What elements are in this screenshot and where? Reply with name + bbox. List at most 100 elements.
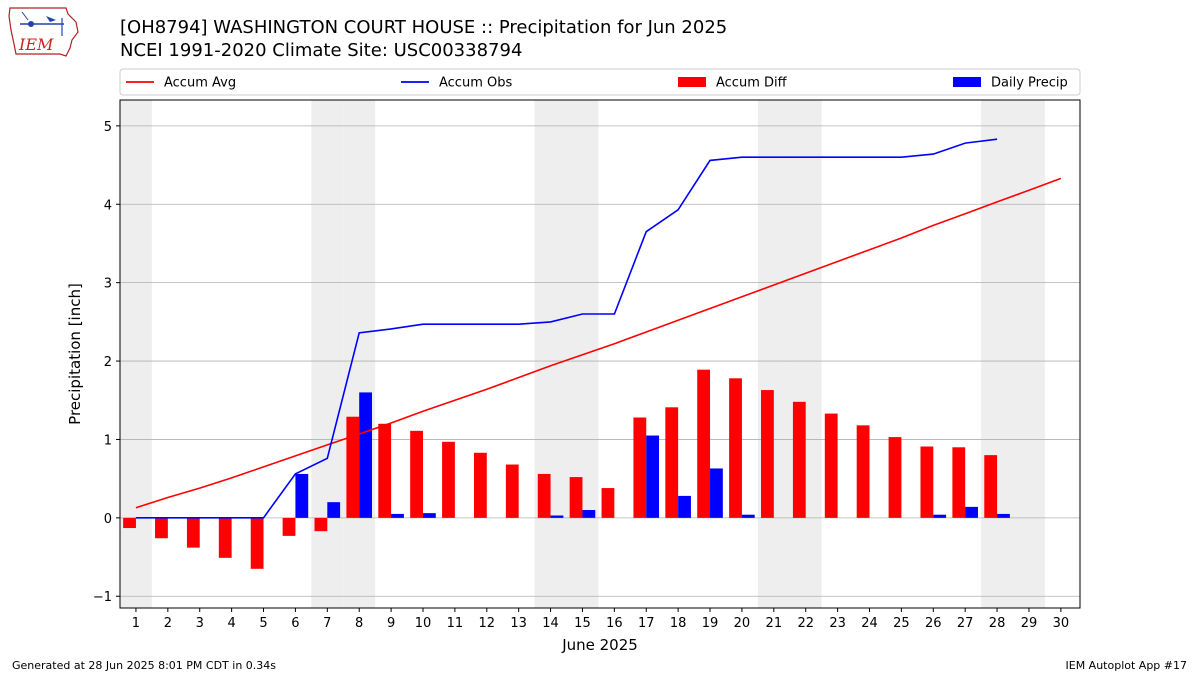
plot-border	[119, 99, 1081, 609]
logo-text: IEM	[18, 35, 54, 54]
x-tick-label-26: 26	[925, 616, 942, 631]
legend-swatch-accum-diff	[678, 77, 706, 87]
x-tick-label-14: 14	[542, 616, 559, 631]
daily-precip-bar-day-10	[422, 513, 436, 518]
iowa-outline-icon	[8, 7, 79, 57]
accum-diff-bar-day-6	[282, 517, 296, 536]
x-tick-label-5: 5	[259, 616, 267, 631]
lines	[135, 138, 1062, 519]
legend-label-daily-precip: Daily Precip	[991, 76, 1068, 91]
accum-obs-line	[135, 138, 998, 519]
x-tick-label-2: 2	[164, 616, 172, 631]
x-tick-label-27: 27	[957, 616, 974, 631]
daily-precip-bar-day-8	[359, 392, 373, 518]
accum-diff-bar-day-2	[155, 517, 168, 539]
accum-diff-bar-day-15	[569, 477, 583, 518]
accum-diff-bar-day-5	[250, 517, 264, 569]
x-tick-label-6: 6	[291, 616, 299, 631]
x-tick-label-23: 23	[829, 616, 846, 631]
weekend-band-day-14	[534, 100, 567, 608]
daily-precip-bar-day-19	[710, 468, 723, 518]
x-tick-label-12: 12	[479, 616, 496, 631]
accum-diff-bar-day-19	[697, 369, 711, 518]
weekend-band-day-7	[311, 100, 344, 608]
plot-frame	[119, 99, 1081, 609]
chart-subtitle: NCEI 1991-2020 Climate Site: USC00338794	[120, 40, 523, 61]
legend-swatch-daily-precip	[953, 77, 981, 87]
legend-label-accum-diff: Accum Diff	[716, 76, 788, 91]
accum-diff-bar-day-27	[952, 447, 966, 518]
accum-diff-bar-day-8	[346, 416, 360, 518]
accum-diff-bar-day-3	[186, 517, 200, 548]
weekend-band-day-22	[789, 100, 822, 608]
weekend-band-day-28	[981, 100, 1014, 608]
accum-diff-bar-day-12	[473, 452, 487, 518]
daily-precip-bar-day-20	[741, 514, 755, 518]
accum-diff-bar-day-23	[824, 413, 838, 518]
accum-diff-bar-day-4	[218, 517, 232, 558]
daily-precip-bar-day-17	[646, 435, 660, 518]
x-tick-label-11: 11	[447, 616, 464, 631]
x-tick-label-3: 3	[196, 616, 204, 631]
y-tick-label-0: 0	[104, 512, 112, 527]
accum-diff-bar-day-10	[410, 430, 423, 518]
accum-diff-bar-day-24	[856, 425, 870, 518]
x-tick-label-4: 4	[227, 616, 235, 631]
accum-diff-bar-day-18	[665, 407, 679, 518]
accum-diff-bar-day-20	[729, 378, 742, 518]
accum-diff-bar-day-28	[984, 455, 998, 518]
x-tick-label-20: 20	[734, 616, 751, 631]
weekend-band-day-29	[1013, 100, 1045, 608]
x-tick-label-30: 30	[1053, 616, 1070, 631]
legend-box	[119, 68, 1081, 96]
x-tick-label-15: 15	[574, 616, 591, 631]
x-tick-label-24: 24	[861, 616, 878, 631]
accum-diff-bar-day-7	[314, 517, 328, 532]
accum-diff-bar-day-16	[601, 488, 615, 518]
x-tick-label-7: 7	[323, 616, 331, 631]
chart-title: [OH8794] WASHINGTON COURT HOUSE :: Preci…	[120, 17, 728, 38]
accum-diff-bar-day-13	[505, 464, 519, 518]
accum-diff-bar-day-26	[920, 446, 934, 518]
y-axis-label: Precipitation [inch]	[66, 283, 84, 425]
daily-precip-bar-day-18	[678, 495, 691, 518]
x-tick-label-19: 19	[702, 616, 719, 631]
legend-label-accum-avg: Accum Avg	[164, 76, 236, 91]
weekend-band-day-21	[757, 100, 790, 608]
daily-precip-bar-day-9	[391, 513, 404, 518]
daily-precip-bar-day-28	[997, 513, 1010, 518]
accum-avg-line	[135, 177, 1062, 509]
y-tick-label-5: 5	[104, 120, 112, 135]
weekend-band-day-8	[343, 100, 376, 608]
app-credit: IEM Autoplot App #17	[1065, 659, 1188, 672]
accum-diff-bar-day-9	[378, 423, 392, 518]
x-tick-label-17: 17	[638, 616, 655, 631]
generated-timestamp: Generated at 28 Jun 2025 8:01 PM CDT in …	[12, 659, 277, 672]
x-tick-label-18: 18	[670, 616, 687, 631]
daily-precip-bar-day-14	[550, 515, 564, 518]
accum-diff-bar-day-11	[442, 441, 455, 518]
daily-precip-bar-day-27	[965, 506, 978, 518]
x-tick-label-21: 21	[766, 616, 783, 631]
x-tick-label-16: 16	[606, 616, 623, 631]
accum-diff-bar-day-21	[761, 390, 774, 518]
weekend-band-day-1	[120, 100, 152, 608]
accum-diff-bar-day-22	[792, 401, 806, 518]
x-tick-label-8: 8	[355, 616, 363, 631]
iem-logo: IEM	[6, 4, 82, 64]
plot-area	[120, 100, 1080, 608]
daily-precip-bar-day-7	[327, 502, 341, 518]
daily-precip-bar-day-15	[582, 510, 596, 518]
daily-precip-bar-day-26	[933, 514, 947, 518]
x-tick-label-22: 22	[797, 616, 814, 631]
x-tick-label-1: 1	[132, 616, 140, 631]
y-tick-label-2: 2	[104, 355, 112, 370]
x-tick-label-29: 29	[1021, 616, 1038, 631]
accum-diff-bar-day-17	[633, 417, 647, 518]
x-tick-label-10: 10	[415, 616, 432, 631]
y-tick-label-4: 4	[104, 198, 112, 213]
daily-precip-bar-day-6	[295, 473, 309, 518]
accum-diff-bar-day-1	[123, 517, 136, 529]
